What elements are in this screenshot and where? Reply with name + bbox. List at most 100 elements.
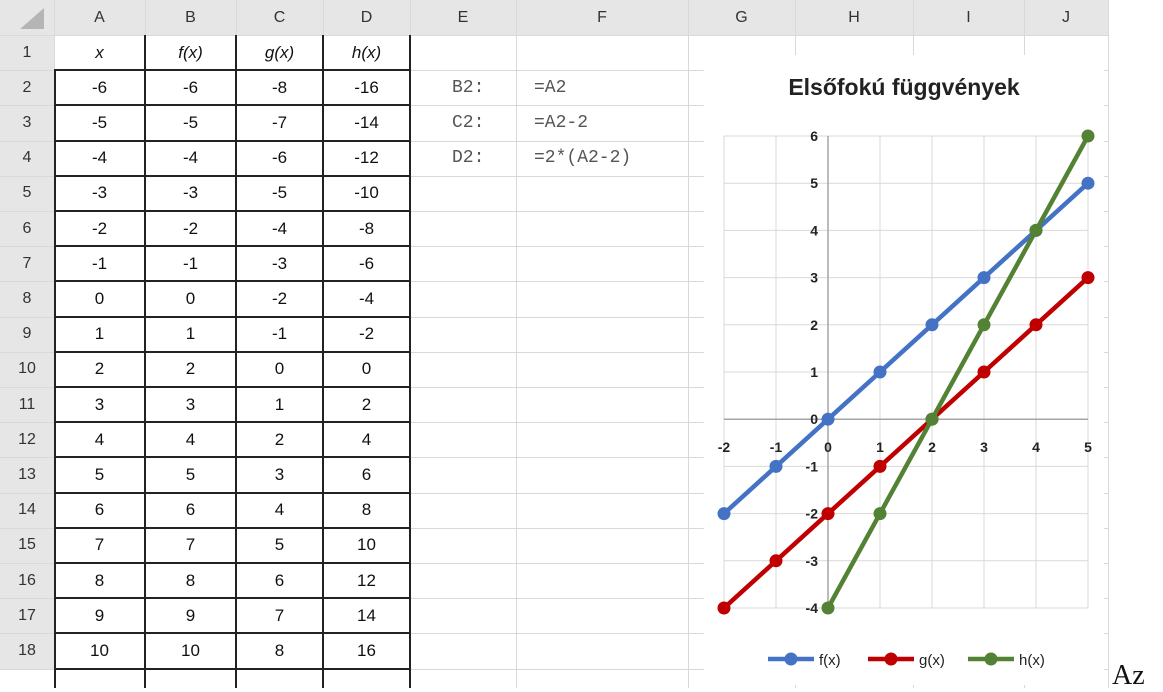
column-header-e[interactable]: E xyxy=(410,0,516,35)
column-header-f[interactable]: F xyxy=(516,0,688,35)
row-header-12[interactable]: 12 xyxy=(0,422,54,458)
table-cell[interactable]: 3 xyxy=(274,464,285,484)
table-cell[interactable]: -6 xyxy=(91,77,108,97)
table-cell[interactable]: 0 xyxy=(94,288,105,308)
data-point-gx[interactable] xyxy=(821,507,835,521)
column-header-g[interactable]: G xyxy=(688,0,795,35)
row-header-2[interactable]: 2 xyxy=(0,70,54,106)
table-cell[interactable]: -2 xyxy=(182,218,199,238)
table-cell[interactable]: -4 xyxy=(182,148,199,168)
table-cell[interactable]: 1 xyxy=(274,394,285,414)
table-cell[interactable]: 6 xyxy=(274,570,285,590)
table-cell[interactable]: -3 xyxy=(91,183,108,203)
table-cell[interactable]: 3 xyxy=(185,394,196,414)
data-point-hx[interactable] xyxy=(1081,129,1095,143)
data-point-fx[interactable] xyxy=(925,318,939,332)
data-point-gx[interactable] xyxy=(769,554,783,568)
legend-label-hx[interactable]: h(x) xyxy=(1019,652,1045,669)
column-header-a[interactable]: A xyxy=(54,0,145,35)
formula-cell-text[interactable]: =A2-2 xyxy=(534,112,589,133)
table-cell[interactable]: -1 xyxy=(182,253,199,273)
row-header-3[interactable]: 3 xyxy=(0,105,54,141)
row-header-7[interactable]: 7 xyxy=(0,246,54,282)
data-point-hx[interactable] xyxy=(925,412,939,426)
column-header-j[interactable]: J xyxy=(1024,0,1108,35)
legend-label-gx[interactable]: g(x) xyxy=(919,652,945,669)
column-header-h[interactable]: H xyxy=(795,0,913,35)
table-cell[interactable]: -8 xyxy=(271,77,288,97)
table-cell[interactable]: 16 xyxy=(357,640,376,660)
row-header-17[interactable]: 17 xyxy=(0,598,54,634)
row-header-1[interactable]: 1 xyxy=(0,35,54,71)
table-cell[interactable]: 0 xyxy=(361,359,372,379)
table-cell[interactable]: -5 xyxy=(182,112,199,132)
table-cell[interactable]: 9 xyxy=(185,605,196,625)
row-header-13[interactable]: 13 xyxy=(0,457,54,493)
table-cell[interactable]: -14 xyxy=(354,112,379,132)
table-cell[interactable]: -4 xyxy=(358,288,375,308)
table-cell[interactable]: 0 xyxy=(274,359,285,379)
row-header-5[interactable]: 5 xyxy=(0,175,54,211)
table-cell[interactable]: 8 xyxy=(361,500,372,520)
table-cell[interactable]: 3 xyxy=(94,394,105,414)
row-header-15[interactable]: 15 xyxy=(0,527,54,563)
table-cell[interactable]: 1 xyxy=(185,324,196,344)
table-cell[interactable]: 0 xyxy=(185,288,196,308)
table-cell[interactable]: -7 xyxy=(271,112,288,132)
table-cell[interactable]: 10 xyxy=(181,640,200,660)
table-cell[interactable]: -2 xyxy=(91,218,108,238)
table-cell[interactable]: 8 xyxy=(94,570,105,590)
table-cell[interactable]: 4 xyxy=(94,429,105,449)
table-cell[interactable]: 10 xyxy=(90,640,109,660)
data-point-fx[interactable] xyxy=(821,412,835,426)
table-cell[interactable]: 2 xyxy=(274,429,285,449)
table-cell[interactable]: 5 xyxy=(274,535,285,555)
formula-cell-label[interactable]: B2: xyxy=(452,77,485,98)
table-cell[interactable]: -6 xyxy=(182,77,199,97)
data-point-gx[interactable] xyxy=(873,459,887,473)
row-header-16[interactable]: 16 xyxy=(0,563,54,599)
formula-cell-text[interactable]: =2*(A2-2) xyxy=(534,148,632,169)
table-cell[interactable]: 5 xyxy=(94,464,105,484)
table-cell[interactable]: -2 xyxy=(358,324,375,344)
row-header-4[interactable]: 4 xyxy=(0,140,54,176)
column-header-c[interactable]: C xyxy=(236,0,323,35)
table-cell[interactable]: 4 xyxy=(361,429,372,449)
table-cell[interactable]: -16 xyxy=(354,77,379,97)
data-point-hx[interactable] xyxy=(873,507,887,521)
table-cell[interactable]: 7 xyxy=(185,535,196,555)
data-point-hx[interactable] xyxy=(1029,223,1043,237)
data-point-fx[interactable] xyxy=(1081,176,1095,190)
data-point-fx[interactable] xyxy=(873,365,887,379)
table-cell[interactable]: -6 xyxy=(271,148,288,168)
column-header-d[interactable]: D xyxy=(323,0,410,35)
data-point-hx[interactable] xyxy=(821,601,835,615)
table-header-cell[interactable]: h(x) xyxy=(351,42,382,62)
table-header-cell[interactable]: g(x) xyxy=(264,42,295,62)
table-cell[interactable]: 2 xyxy=(94,359,105,379)
table-cell[interactable]: -4 xyxy=(271,218,288,238)
data-point-fx[interactable] xyxy=(717,507,731,521)
table-cell[interactable]: 7 xyxy=(274,605,285,625)
table-cell[interactable]: 6 xyxy=(185,500,196,520)
data-point-gx[interactable] xyxy=(977,365,991,379)
row-header-14[interactable]: 14 xyxy=(0,492,54,528)
column-header-i[interactable]: I xyxy=(913,0,1024,35)
row-header-6[interactable]: 6 xyxy=(0,211,54,247)
table-cell[interactable]: 12 xyxy=(357,570,376,590)
table-cell[interactable]: -5 xyxy=(91,112,108,132)
table-cell[interactable]: 9 xyxy=(94,605,105,625)
table-cell[interactable]: 14 xyxy=(357,605,376,625)
data-point-hx[interactable] xyxy=(977,318,991,332)
row-header-8[interactable]: 8 xyxy=(0,281,54,317)
table-cell[interactable]: -8 xyxy=(358,218,375,238)
table-cell[interactable]: -1 xyxy=(271,324,288,344)
table-cell[interactable]: 1 xyxy=(94,324,105,344)
data-point-fx[interactable] xyxy=(977,271,991,285)
table-cell[interactable]: 7 xyxy=(94,535,105,555)
table-cell[interactable]: 4 xyxy=(185,429,196,449)
table-cell[interactable]: -3 xyxy=(271,253,288,273)
table-cell[interactable]: -4 xyxy=(91,148,108,168)
data-point-gx[interactable] xyxy=(1029,318,1043,332)
table-header-cell[interactable]: x xyxy=(95,42,104,62)
